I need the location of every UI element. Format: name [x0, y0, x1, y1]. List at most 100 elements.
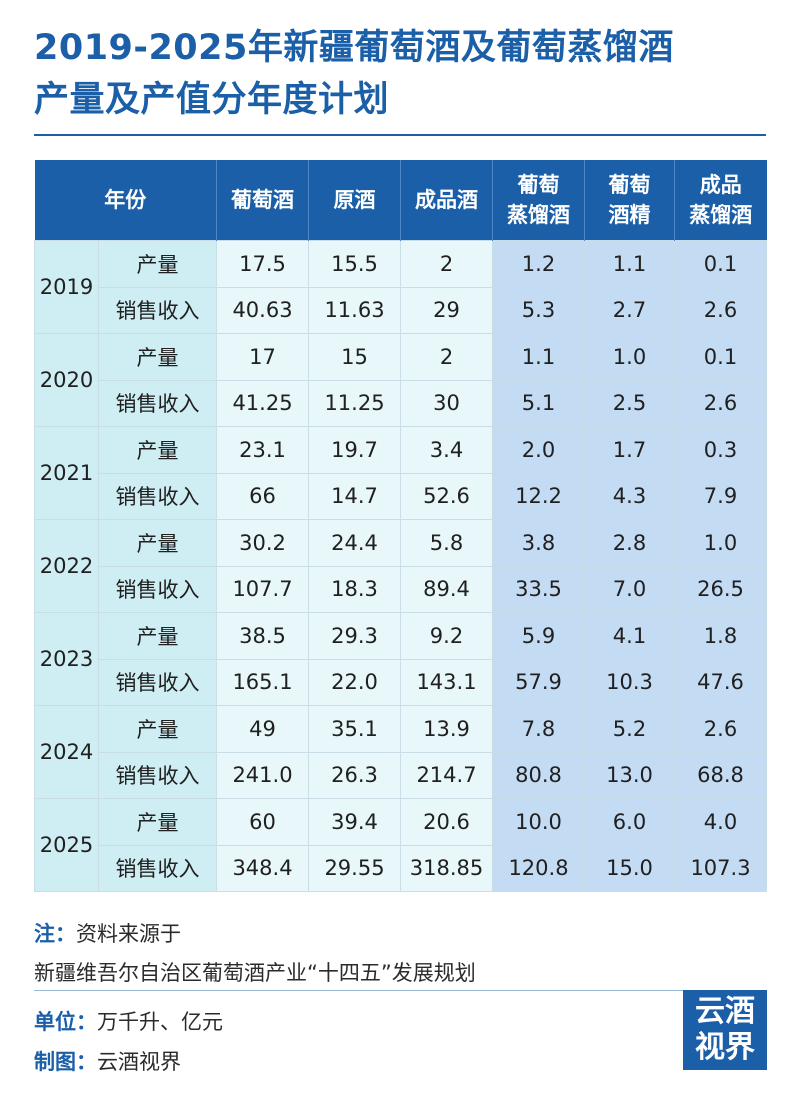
- metric-cell: 销售收入: [98, 286, 217, 334]
- value-cell: 11.25: [308, 379, 401, 427]
- value-cell: 18.3: [308, 565, 401, 613]
- title-line-1: 2019-2025年新疆葡萄酒及葡萄蒸馏酒: [34, 28, 674, 68]
- value-cell: 12.2: [492, 472, 585, 520]
- year-cell: 2019: [34, 240, 99, 334]
- table-row: 2019 产量 17.5 15.5 2 1.2 1.1 0.1: [34, 240, 767, 334]
- maker-note: 制图：云酒视界: [34, 1046, 181, 1076]
- value-cell: 4.3: [584, 472, 675, 520]
- value-cell: 30.2: [216, 519, 309, 567]
- value-cell: 214.7: [400, 751, 493, 799]
- metric-cell: 产量: [98, 333, 217, 381]
- header-grape-spirits-l1: 葡萄: [517, 173, 560, 197]
- table-body: 2019 产量 17.5 15.5 2 1.2 1.1 0.1 销售收入 40.63 11.63 29…: [34, 240, 767, 892]
- title-divider: [34, 134, 766, 136]
- value-cell: 318.85: [400, 844, 493, 892]
- value-cell: 1.0: [584, 333, 675, 381]
- value-cell: 5.1: [492, 379, 585, 427]
- year-cell: 2024: [34, 705, 99, 799]
- value-cell: 15.0: [584, 844, 675, 892]
- header-finished-spirits-l2: 蒸馏酒: [689, 203, 753, 227]
- metric-cell: 产量: [98, 426, 217, 474]
- value-cell: 13.9: [400, 705, 493, 753]
- table-row: 销售收入 348.4 29.55 318.85 120.8 15.0 107.3: [35, 844, 767, 892]
- metric-cell: 产量: [98, 519, 217, 567]
- value-cell: 107.3: [674, 844, 767, 892]
- metric-cell: 销售收入: [98, 379, 217, 427]
- header-year: 年份: [34, 160, 217, 241]
- logo-line-1: 云酒: [695, 994, 755, 1029]
- value-cell: 26.3: [308, 751, 401, 799]
- table-row: 销售收入 165.1 22.0 143.1 57.9 10.3 47.6: [35, 658, 767, 706]
- maker-value: 云酒视界: [97, 1050, 181, 1074]
- value-cell: 2.7: [584, 286, 675, 334]
- header-grape-alcohol: 葡萄 酒精: [584, 160, 675, 241]
- table-row: 2023 产量 38.5 29.3 9.2 5.9 4.1 1.8: [34, 612, 767, 706]
- value-cell: 1.2: [492, 240, 585, 288]
- table-row: 销售收入 241.0 26.3 214.7 80.8 13.0 68.8: [35, 751, 767, 799]
- value-cell: 30: [400, 379, 493, 427]
- table-row: 2025 产量 60 39.4 20.6 10.0 6.0 4.0: [34, 798, 767, 892]
- table-row: 2022 产量 30.2 24.4 5.8 3.8 2.8 1.0: [34, 519, 767, 613]
- value-cell: 15.5: [308, 240, 401, 288]
- value-cell: 29.3: [308, 612, 401, 660]
- value-cell: 10.3: [584, 658, 675, 706]
- value-cell: 1.1: [492, 333, 585, 381]
- value-cell: 57.9: [492, 658, 585, 706]
- year-cell: 2021: [34, 426, 99, 520]
- value-cell: 33.5: [492, 565, 585, 613]
- metric-cell: 销售收入: [98, 565, 217, 613]
- value-cell: 49: [216, 705, 309, 753]
- source-label: 注: [34, 922, 55, 946]
- header-grape-alcohol-l1: 葡萄: [608, 173, 651, 197]
- value-cell: 7.9: [674, 472, 767, 520]
- brand-logo: 云酒 视界: [683, 990, 767, 1070]
- value-cell: 19.7: [308, 426, 401, 474]
- source-note: 注：资料来源于: [34, 918, 181, 948]
- value-cell: 60: [216, 798, 309, 846]
- value-cell: 52.6: [400, 472, 493, 520]
- value-cell: 4.1: [584, 612, 675, 660]
- table-row: 销售收入 66 14.7 52.6 12.2 4.3 7.9: [35, 472, 767, 520]
- value-cell: 10.0: [492, 798, 585, 846]
- value-cell: 14.7: [308, 472, 401, 520]
- maker-colon: ：: [76, 1050, 97, 1074]
- value-cell: 40.63: [216, 286, 309, 334]
- value-cell: 0.1: [674, 240, 767, 288]
- footer-divider: [34, 990, 684, 991]
- value-cell: 15: [308, 333, 401, 381]
- value-cell: 1.1: [584, 240, 675, 288]
- year-cell: 2022: [34, 519, 99, 613]
- source-line-1: 资料来源于: [76, 922, 181, 946]
- unit-label: 单位: [34, 1010, 76, 1034]
- value-cell: 2.6: [674, 286, 767, 334]
- value-cell: 5.8: [400, 519, 493, 567]
- table-row: 销售收入 107.7 18.3 89.4 33.5 7.0 26.5: [35, 565, 767, 613]
- value-cell: 5.2: [584, 705, 675, 753]
- header-row: 年份 葡萄酒 原酒 成品酒 葡萄 蒸馏酒 葡萄 酒精 成品 蒸馏酒: [34, 160, 767, 241]
- value-cell: 2: [400, 240, 493, 288]
- value-cell: 23.1: [216, 426, 309, 474]
- unit-colon: ：: [76, 1010, 97, 1034]
- source-colon: ：: [55, 922, 76, 946]
- header-wine: 葡萄酒: [216, 160, 309, 241]
- metric-cell: 产量: [98, 798, 217, 846]
- header-grape-spirits-l2: 蒸馏酒: [507, 203, 570, 227]
- metric-cell: 销售收入: [98, 472, 217, 520]
- table-row: 2021 产量 23.1 19.7 3.4 2.0 1.7 0.3: [34, 426, 767, 520]
- value-cell: 107.7: [216, 565, 309, 613]
- value-cell: 0.1: [674, 333, 767, 381]
- page-title: 2019-2025年新疆葡萄酒及葡萄蒸馏酒 产量及产值分年度计划: [34, 22, 774, 126]
- value-cell: 68.8: [674, 751, 767, 799]
- value-cell: 143.1: [400, 658, 493, 706]
- unit-note: 单位：万千升、亿元: [34, 1006, 223, 1036]
- metric-cell: 销售收入: [98, 658, 217, 706]
- value-cell: 348.4: [216, 844, 309, 892]
- metric-cell: 产量: [98, 612, 217, 660]
- value-cell: 2.8: [584, 519, 675, 567]
- value-cell: 9.2: [400, 612, 493, 660]
- value-cell: 17.5: [216, 240, 309, 288]
- year-cell: 2020: [34, 333, 99, 427]
- value-cell: 89.4: [400, 565, 493, 613]
- value-cell: 66: [216, 472, 309, 520]
- value-cell: 7.0: [584, 565, 675, 613]
